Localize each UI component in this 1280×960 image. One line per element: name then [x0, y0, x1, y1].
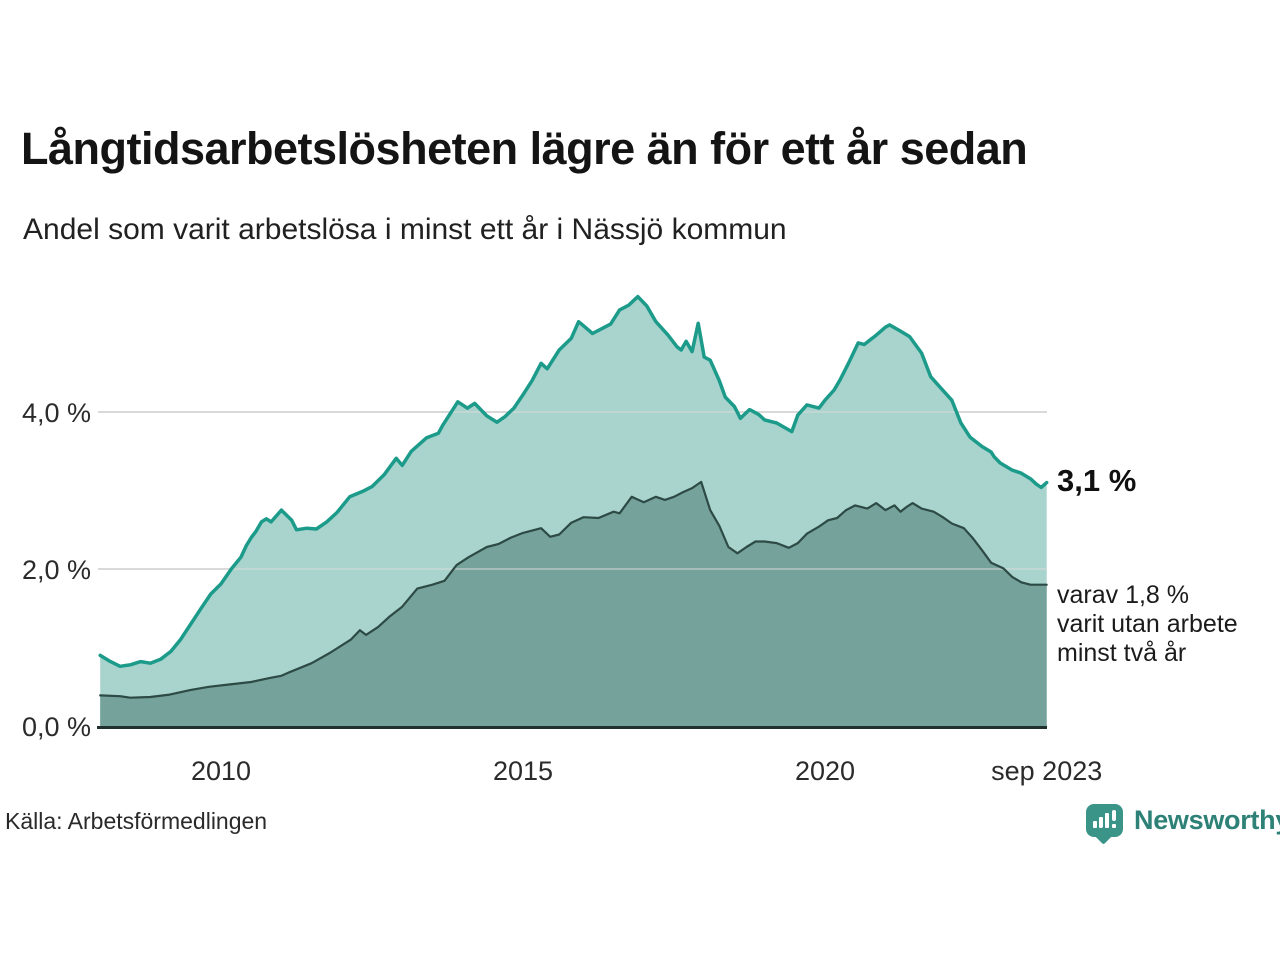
- source-caption: Källa: Arbetsförmedlingen: [5, 808, 268, 834]
- logo-exclamation-dot-icon: [1112, 824, 1116, 828]
- chart-subtitle: Andel som varit arbetslösa i minst ett å…: [23, 213, 787, 246]
- newsworthy-bubble-icon: [1086, 804, 1123, 837]
- logo-bar-icon: [1099, 817, 1103, 828]
- logo-bar-icon: [1093, 821, 1097, 828]
- page-title: Långtidsarbetslösheten lägre än för ett …: [21, 123, 1028, 174]
- logo-exclamation-icon: [1112, 810, 1116, 821]
- x-tick-label: 2010: [191, 756, 251, 786]
- y-tick-label: 2,0 %: [22, 555, 91, 585]
- newsworthy-wordmark: Newsworthy: [1134, 805, 1280, 835]
- line-minst-tva-ar: [99, 480, 1048, 699]
- x-tick-label: sep 2023: [991, 756, 1102, 786]
- y-tick-label: 4,0 %: [22, 398, 91, 428]
- logo-bar-icon: [1105, 813, 1109, 828]
- area-minst-tva-ar: [100, 481, 1047, 726]
- x-tick-label: 2020: [795, 756, 855, 786]
- latest-value-label: 3,1 %: [1057, 463, 1137, 498]
- line-minst-ett-ar: [98, 294, 1049, 669]
- y-tick-label: 0,0 %: [22, 712, 91, 742]
- secondary-series-note: varav 1,8 % varit utan arbete minst två …: [1057, 581, 1238, 667]
- x-tick-label: 2015: [493, 756, 553, 786]
- newsworthy-logo: Newsworthy: [1086, 804, 1280, 837]
